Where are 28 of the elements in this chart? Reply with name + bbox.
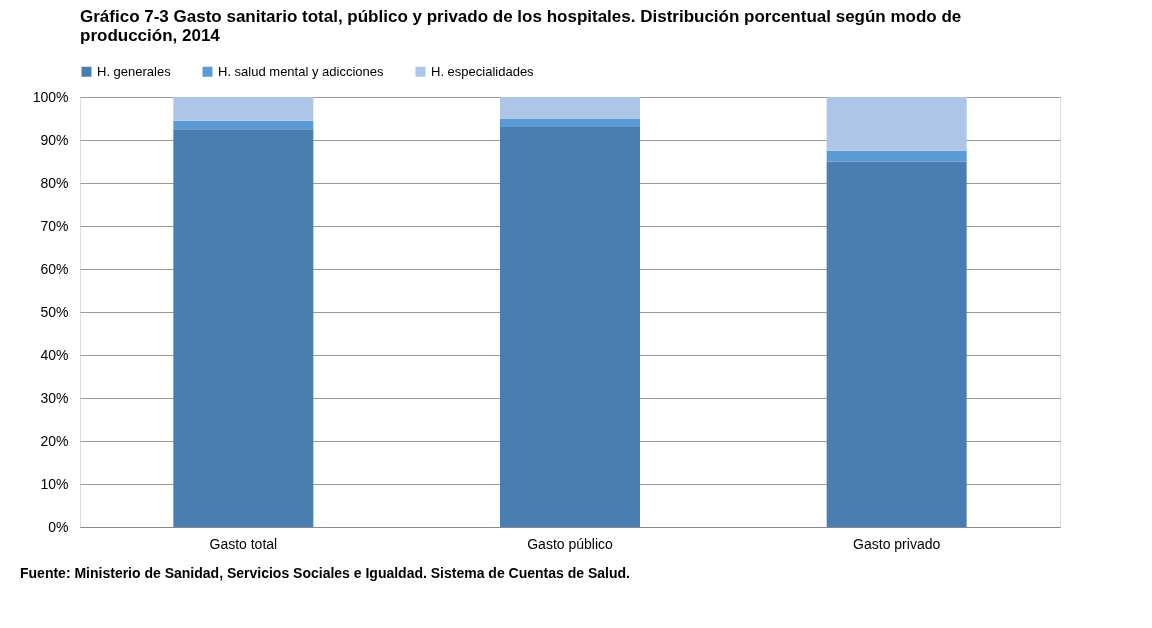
bar <box>500 97 640 119</box>
bar <box>826 150 967 162</box>
source-note: Fuente: Ministerio de Sanidad, Servicios Sociales e Igualdad. Sistema de Cuentas de Salud. <box>20 565 630 581</box>
x-tick-label: Gasto total <box>209 535 278 552</box>
y-tick-label: 90% <box>40 131 69 148</box>
bar <box>500 127 640 527</box>
legend-label: H. salud mental y adicciones <box>218 63 384 79</box>
bar <box>173 97 314 121</box>
y-tick-label: 100% <box>32 88 69 105</box>
x-tick-label: Gasto público <box>527 535 614 552</box>
y-tick-label: 60% <box>40 260 69 277</box>
y-tick-label: 80% <box>40 174 69 191</box>
x-tick-label: Gasto privado <box>853 535 941 552</box>
bar <box>826 97 967 151</box>
y-tick-label: 20% <box>40 432 69 449</box>
y-tick-label: 40% <box>40 346 69 363</box>
bar <box>826 161 967 527</box>
legend-label: H. especialidades <box>431 63 535 79</box>
y-tick-label: 30% <box>40 389 69 406</box>
bar <box>173 129 314 527</box>
y-tick-label: 50% <box>40 303 69 320</box>
bar <box>500 118 640 128</box>
bar <box>173 120 314 130</box>
y-tick-label: 10% <box>40 475 69 492</box>
legend-label: H. generales <box>97 63 172 79</box>
y-tick-label: 0% <box>48 518 69 535</box>
y-tick-label: 70% <box>40 217 69 234</box>
chart-title: Gráfico 7-3 Gasto sanitario total, público y privado de los hospitales. Distribución porcentual según modo de producción, 2014 <box>80 7 962 45</box>
